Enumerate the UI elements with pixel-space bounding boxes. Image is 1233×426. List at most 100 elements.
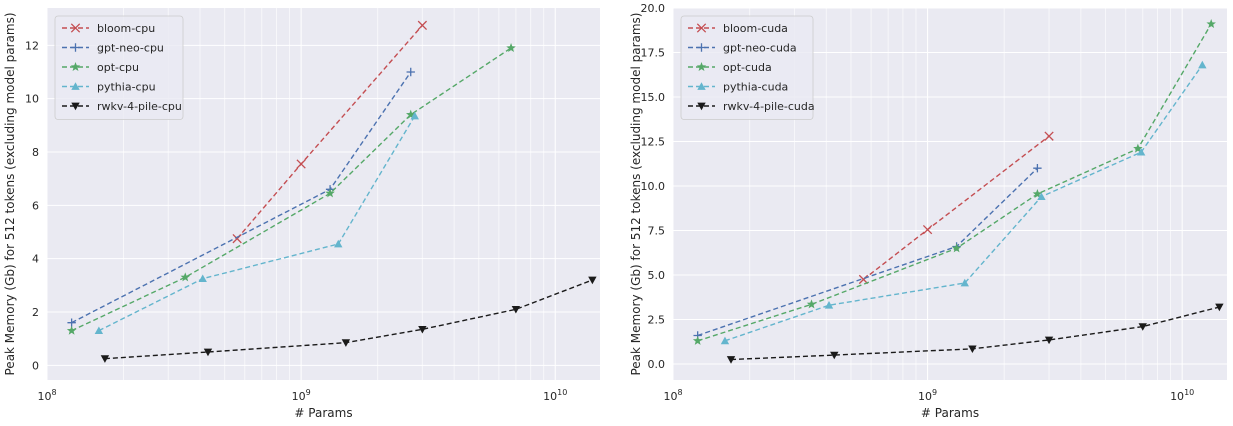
right-data-point-opt-cuda: [951, 243, 962, 253]
right-y-tick-label: 17.5: [641, 46, 666, 59]
right-legend-box: [680, 15, 814, 120]
right-data-point-pythia-cuda: [1198, 60, 1207, 69]
left-legend-label-gpt-neo-cpu: gpt-neo-cpu: [97, 42, 164, 55]
right-data-point-rwkv-4-pile-cuda: [968, 345, 977, 354]
left-data-point-pythia-cpu: [334, 239, 343, 248]
right-y-tick-label: 0.0: [648, 358, 666, 371]
left-y-tick-label: 10: [25, 93, 39, 106]
right-series-pythia-cuda: [720, 60, 1207, 345]
left-legend-marker-rwkv-4-pile-cpu: [71, 102, 80, 111]
left-legend-box: [54, 15, 184, 120]
left-y-tick-label: 6: [32, 199, 39, 212]
right-legend-label-opt-cuda: opt-cuda: [723, 61, 772, 74]
left-data-point-gpt-neo-cpu: [406, 67, 415, 77]
left-legend-label-bloom-cpu: bloom-cpu: [97, 22, 155, 35]
right-y-tick-label: 7.5: [648, 224, 666, 237]
right-data-point-pythia-cuda: [1037, 192, 1046, 201]
right-data-point-opt-cuda: [1133, 143, 1143, 153]
right-y-tick-label: 15.0: [641, 91, 666, 104]
right-series-bloom-cuda: [858, 131, 1054, 285]
left-data-point-opt-cpu: [405, 109, 416, 119]
right-data-point-opt-cuda: [806, 299, 817, 309]
right-x-axis-label: # Params: [921, 406, 979, 420]
left-legend-label-pythia-cpu: pythia-cpu: [97, 81, 156, 94]
right-legend-marker-rwkv-4-pile-cuda: [697, 102, 706, 111]
left-x-axis-label: # Params: [294, 406, 352, 420]
right-legend-label-gpt-neo-cuda: gpt-neo-cuda: [723, 42, 797, 55]
right-y-tick-label: 5.0: [648, 269, 666, 282]
right-data-point-pythia-cuda: [824, 301, 834, 309]
right-legend: bloom-cuda gpt-neo-cuda opt-cuda pythia-cud…: [680, 15, 815, 120]
right-chart: 0.0 2.5 5.0 7.5 10.0 12.5 15.0 17.5 20.0 108 109 10…: [629, 2, 1227, 420]
right-data-point-bloom-cuda: [858, 274, 869, 285]
left-x-tick-label: 1010: [543, 388, 567, 403]
right-data-point-rwkv-4-pile-cuda: [726, 356, 736, 364]
right-y-tick-label: 20.0: [641, 2, 666, 15]
left-data-point-rwkv-4-pile-cpu: [341, 339, 351, 347]
left-x-tick-label: 108: [37, 388, 56, 403]
right-legend-marker-bloom-cuda: [696, 23, 707, 33]
left-y-axis-label: Peak Memory (Gb) for 512 tokens (excludi…: [3, 12, 17, 375]
left-data-point-rwkv-4-pile-cpu: [203, 348, 213, 357]
left-data-point-rwkv-4-pile-cpu: [418, 325, 427, 334]
left-data-point-rwkv-4-pile-cpu: [100, 355, 110, 363]
right-x-tick-label: 1010: [1170, 388, 1194, 403]
left-y-tick-label: 12: [25, 39, 39, 52]
left-legend-marker-gpt-neo-cpu: [71, 43, 80, 52]
left-y-tick-label: 2: [32, 306, 39, 319]
left-chart: 0 2 4 6 8 10 12 108 109 1010 # Params Peak Memory (…: [3, 8, 600, 420]
right-series-line-rwkv-4-pile-cuda: [730, 306, 1220, 361]
left-data-point-opt-cpu: [325, 188, 335, 198]
right-data-point-rwkv-4-pile-cuda: [1215, 303, 1224, 312]
right-legend-label-pythia-cuda: pythia-cuda: [723, 81, 788, 94]
left-data-point-pythia-cpu: [410, 111, 419, 120]
right-series-line-pythia-cuda: [724, 64, 1203, 342]
right-y-tick-label: 10.0: [641, 180, 666, 193]
left-legend-label-opt-cpu: opt-cpu: [97, 61, 139, 74]
left-data-point-pythia-cpu: [198, 274, 207, 283]
left-data-point-rwkv-4-pile-cpu: [588, 276, 597, 285]
right-data-point-opt-cuda: [1032, 189, 1043, 199]
right-x-tick-label: 109: [918, 388, 937, 403]
right-legend-label-bloom-cuda: bloom-cuda: [723, 22, 788, 35]
right-data-point-rwkv-4-pile-cuda: [1138, 323, 1147, 331]
right-legend-label-rwkv-4-pile-cuda: rwkv-4-pile-cuda: [723, 100, 815, 113]
right-y-axis-label: Peak Memory (Gb) for 512 tokens (excludi…: [629, 12, 643, 375]
right-data-point-pythia-cuda: [1136, 147, 1146, 156]
left-legend-label-rwkv-4-pile-cpu: rwkv-4-pile-cpu: [97, 100, 182, 113]
left-data-point-opt-cpu: [180, 272, 191, 282]
right-data-point-pythia-cuda: [720, 336, 730, 345]
left-data-point-bloom-cpu: [417, 20, 428, 30]
left-legend-marker-pythia-cpu: [71, 82, 80, 90]
right-legend-marker-opt-cuda: [696, 62, 707, 72]
right-x-tick-label: 108: [663, 388, 682, 403]
right-data-point-gpt-neo-cuda: [1033, 163, 1042, 173]
left-y-tick-label: 4: [32, 253, 39, 266]
left-y-tick-label: 8: [32, 146, 39, 159]
right-y-tick-label: 12.5: [641, 135, 666, 148]
right-data-point-opt-cuda: [1206, 19, 1216, 29]
left-legend: bloom-cpu gpt-neo-cpu opt-cpu pythia-cpu rwk…: [54, 15, 184, 120]
left-data-point-bloom-cpu: [296, 159, 306, 169]
left-series-bloom-cpu: [232, 20, 428, 244]
left-data-point-opt-cpu: [506, 43, 516, 53]
left-series-line-pythia-cpu: [98, 115, 416, 332]
right-data-point-opt-cuda: [692, 335, 703, 345]
right-series-opt-cuda: [692, 19, 1216, 345]
left-data-point-gpt-neo-cpu: [67, 318, 76, 327]
left-legend-marker-bloom-cpu: [70, 23, 81, 33]
left-series-rwkv-4-pile-cpu: [100, 276, 597, 363]
left-y-tick-label: 0: [32, 359, 39, 372]
left-legend-marker-opt-cpu: [70, 62, 81, 72]
left-series-line-rwkv-4-pile-cpu: [104, 279, 593, 360]
right-data-point-bloom-cuda: [1044, 131, 1054, 141]
left-series-opt-cpu: [66, 43, 516, 335]
left-data-point-opt-cpu: [66, 325, 77, 335]
left-data-point-bloom-cpu: [232, 234, 242, 244]
left-data-point-pythia-cpu: [94, 326, 104, 335]
right-data-point-rwkv-4-pile-cuda: [1044, 336, 1054, 345]
left-series-pythia-cpu: [94, 111, 419, 335]
left-x-tick-label: 109: [292, 388, 311, 403]
right-data-point-rwkv-4-pile-cuda: [830, 351, 839, 360]
